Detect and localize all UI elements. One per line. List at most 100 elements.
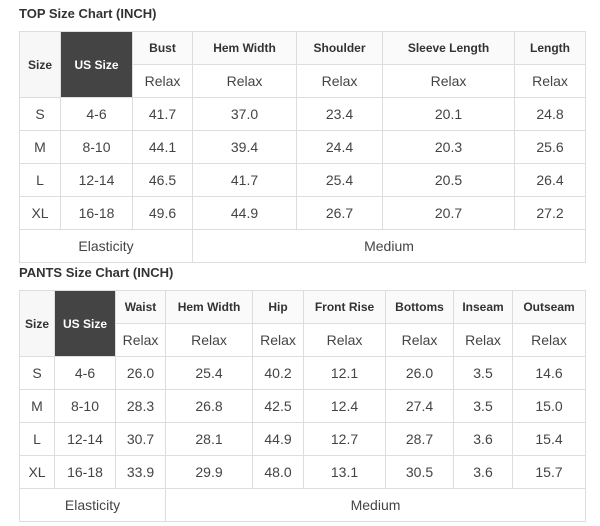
measurement-cell: 13.1 xyxy=(303,455,386,489)
subheader-row: Relax Relax Relax Relax Relax Relax Relax xyxy=(20,323,586,357)
measurement-cell: 23.4 xyxy=(296,97,383,131)
us-size-cell: 12-14 xyxy=(60,163,133,197)
elasticity-row: Elasticity Medium xyxy=(19,229,586,263)
measurement-cell: 26.4 xyxy=(514,163,586,197)
elasticity-value: Medium xyxy=(165,488,586,522)
header-row: Size US Size Waist Hem Width Hip Front Rise Bo… xyxy=(19,290,586,357)
header-row: Size US Size Bust Hem Width Shoulder Sleeve L… xyxy=(19,31,586,98)
measurement-cell: 20.1 xyxy=(382,97,515,131)
us-size-header: US Size xyxy=(54,290,116,357)
measurement-cell: 48.0 xyxy=(252,455,304,489)
measurement-cell: 33.9 xyxy=(115,455,166,489)
measurement-cell: 27.2 xyxy=(514,196,586,230)
measurement-cell: 3.6 xyxy=(453,422,513,456)
measurement-cell: 44.1 xyxy=(132,130,193,164)
column-header: Shoulder xyxy=(296,31,383,65)
table-row: M 8-10 44.1 39.4 24.4 20.3 25.6 xyxy=(19,130,586,164)
size-cell: S xyxy=(19,356,55,390)
us-size-cell: 8-10 xyxy=(60,130,133,164)
fit-subheader: Relax xyxy=(132,64,193,98)
measurement-cell: 25.4 xyxy=(165,356,253,390)
us-size-cell: 8-10 xyxy=(54,389,116,423)
measurement-cell: 26.0 xyxy=(385,356,454,390)
column-header: Front Rise xyxy=(303,290,386,324)
measurement-cell: 12.4 xyxy=(303,389,386,423)
size-header: Size xyxy=(19,31,61,98)
fit-subheader: Relax xyxy=(385,323,454,357)
measurement-cell: 15.7 xyxy=(512,455,586,489)
measurement-cell: 30.7 xyxy=(115,422,166,456)
measurement-cell: 3.5 xyxy=(453,356,513,390)
elasticity-label: Elasticity xyxy=(19,229,193,263)
measurement-cell: 29.9 xyxy=(165,455,253,489)
column-header: Hip xyxy=(252,290,304,324)
measurement-cell: 12.1 xyxy=(303,356,386,390)
measurement-cell: 14.6 xyxy=(512,356,586,390)
measurement-cell: 25.6 xyxy=(514,130,586,164)
us-size-cell: 4-6 xyxy=(54,356,116,390)
elasticity-row: Elasticity Medium xyxy=(19,488,586,522)
measurement-cell: 37.0 xyxy=(192,97,297,131)
measurement-cell: 20.5 xyxy=(382,163,515,197)
fit-subheader: Relax xyxy=(252,323,304,357)
elasticity-label: Elasticity xyxy=(19,488,166,522)
column-header: Outseam xyxy=(512,290,586,324)
column-header: Hem Width xyxy=(165,290,253,324)
measurement-cell: 44.9 xyxy=(192,196,297,230)
us-size-cell: 16-18 xyxy=(54,455,116,489)
column-header: Bust xyxy=(132,31,193,65)
column-header: Hem Width xyxy=(192,31,297,65)
measurement-cell: 41.7 xyxy=(192,163,297,197)
measurement-cell: 28.1 xyxy=(165,422,253,456)
measurement-cell: 15.4 xyxy=(512,422,586,456)
measurement-cell: 46.5 xyxy=(132,163,193,197)
us-size-cell: 4-6 xyxy=(60,97,133,131)
measurement-cell: 42.5 xyxy=(252,389,304,423)
fit-subheader: Relax xyxy=(115,323,166,357)
fit-subheader: Relax xyxy=(514,64,586,98)
table-row: S 4-6 41.7 37.0 23.4 20.1 24.8 xyxy=(19,97,586,131)
size-cell: L xyxy=(19,422,55,456)
top-size-chart-title: TOP Size Chart (INCH) xyxy=(19,6,157,21)
measurement-cell: 24.8 xyxy=(514,97,586,131)
measurement-cell: 49.6 xyxy=(132,196,193,230)
measurement-cell: 27.4 xyxy=(385,389,454,423)
measurement-cell: 44.9 xyxy=(252,422,304,456)
measurement-cell: 26.7 xyxy=(296,196,383,230)
measurement-cell: 24.4 xyxy=(296,130,383,164)
measurement-cell: 15.0 xyxy=(512,389,586,423)
size-cell: XL xyxy=(19,196,61,230)
measurement-cell: 30.5 xyxy=(385,455,454,489)
top-size-chart-table: Size US Size Bust Hem Width Shoulder Sleeve L… xyxy=(19,31,586,263)
size-cell: L xyxy=(19,163,61,197)
measurement-cell: 28.3 xyxy=(115,389,166,423)
measurement-cell: 20.7 xyxy=(382,196,515,230)
size-cell: M xyxy=(19,130,61,164)
fit-subheader: Relax xyxy=(303,323,386,357)
column-header: Bottoms xyxy=(385,290,454,324)
column-header: Inseam xyxy=(453,290,513,324)
fit-subheader: Relax xyxy=(192,64,297,98)
fit-subheader: Relax xyxy=(453,323,513,357)
measurement-cell: 39.4 xyxy=(192,130,297,164)
measurement-cell: 26.8 xyxy=(165,389,253,423)
column-header: Waist xyxy=(115,290,166,324)
elasticity-value: Medium xyxy=(192,229,586,263)
measurement-cell: 25.4 xyxy=(296,163,383,197)
measurement-cell: 3.6 xyxy=(453,455,513,489)
fit-subheader: Relax xyxy=(512,323,586,357)
table-row: L 12-14 46.5 41.7 25.4 20.5 26.4 xyxy=(19,163,586,197)
us-size-header: US Size xyxy=(60,31,133,98)
column-header: Length xyxy=(514,31,586,65)
fit-subheader: Relax xyxy=(296,64,383,98)
table-row: XL 16-18 49.6 44.9 26.7 20.7 27.2 xyxy=(19,196,586,230)
measurement-cell: 26.0 xyxy=(115,356,166,390)
us-size-cell: 16-18 xyxy=(60,196,133,230)
pants-size-chart-table: Size US Size Waist Hem Width Hip Front Rise Bo… xyxy=(19,290,586,522)
table-row: S 4-6 26.0 25.4 40.2 12.1 26.0 3.5 14.6 xyxy=(19,356,586,390)
fit-subheader: Relax xyxy=(382,64,515,98)
measurement-cell: 41.7 xyxy=(132,97,193,131)
size-cell: XL xyxy=(19,455,55,489)
subheader-row: Relax Relax Relax Relax Relax xyxy=(20,64,586,98)
measurement-cell: 20.3 xyxy=(382,130,515,164)
